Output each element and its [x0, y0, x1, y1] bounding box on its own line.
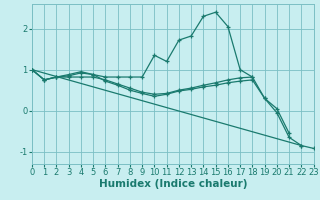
- X-axis label: Humidex (Indice chaleur): Humidex (Indice chaleur): [99, 179, 247, 189]
